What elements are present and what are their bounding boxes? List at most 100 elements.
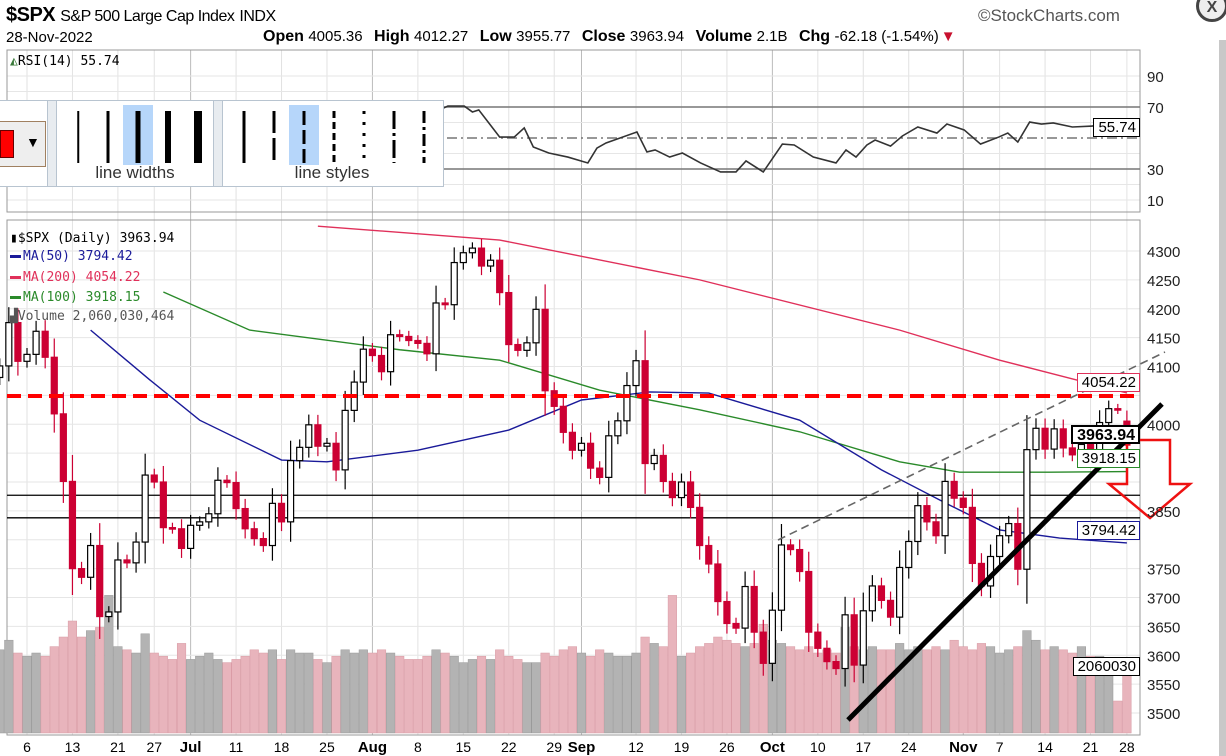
volume-bar bbox=[176, 643, 187, 734]
volume-bar bbox=[1004, 649, 1014, 734]
candle-body bbox=[277, 502, 286, 523]
line-style-solid[interactable] bbox=[229, 105, 259, 165]
line-width-3[interactable] bbox=[123, 105, 153, 165]
line-style-short-dash[interactable] bbox=[319, 105, 349, 165]
line-width-5[interactable] bbox=[183, 105, 213, 165]
volume-bar bbox=[740, 646, 750, 734]
volume-bar bbox=[922, 649, 932, 734]
volume-bar bbox=[195, 655, 205, 734]
x-tick-label: 12 bbox=[628, 739, 644, 755]
x-tick-label: Sep bbox=[568, 739, 596, 756]
volume-bar bbox=[795, 649, 805, 734]
volume-bar bbox=[649, 643, 659, 734]
volume-bar bbox=[722, 639, 732, 734]
price-tick-label: 3750 bbox=[1147, 562, 1180, 579]
candle-body bbox=[850, 614, 858, 666]
volume-bar bbox=[904, 649, 914, 734]
volume-bar bbox=[976, 643, 987, 734]
volume-bar bbox=[422, 655, 432, 734]
volume-bar bbox=[349, 652, 359, 734]
legend-price: ▮$SPX (Daily) 3963.94 bbox=[10, 231, 175, 246]
candle-body bbox=[741, 585, 749, 629]
candle-body bbox=[950, 480, 958, 499]
price-tick-label: 4150 bbox=[1147, 331, 1180, 348]
candle-body bbox=[941, 480, 949, 537]
line-style-dash-dot[interactable] bbox=[379, 105, 409, 165]
candle-body bbox=[450, 261, 458, 306]
volume-bar bbox=[267, 649, 277, 734]
volume-bar bbox=[58, 636, 68, 734]
candle-body bbox=[377, 354, 386, 373]
candle-icon: ▮ bbox=[10, 231, 18, 246]
candle-body bbox=[0, 365, 4, 379]
candle-body bbox=[1032, 427, 1040, 451]
x-tick-label: 21 bbox=[110, 739, 126, 755]
line-styles-label: line styles bbox=[294, 163, 370, 182]
candle-body bbox=[68, 480, 77, 570]
volume-bar bbox=[804, 646, 814, 734]
candle-body bbox=[786, 544, 795, 551]
x-tick-label: 8 bbox=[414, 739, 422, 755]
scrollbar[interactable] bbox=[1219, 40, 1226, 756]
candle-body bbox=[696, 506, 704, 547]
candle-body bbox=[187, 524, 195, 550]
volume-bar bbox=[704, 643, 714, 734]
volume-bar bbox=[504, 655, 514, 734]
candle-body bbox=[396, 334, 404, 338]
color-swatch bbox=[0, 130, 14, 158]
x-tick-label: 17 bbox=[855, 739, 871, 755]
volume-bar bbox=[495, 649, 505, 734]
volume-bar bbox=[476, 655, 487, 734]
volume-bar bbox=[786, 646, 796, 734]
down-arrow-annotation[interactable] bbox=[1105, 438, 1194, 520]
candle-body bbox=[1068, 447, 1076, 456]
candle-body bbox=[287, 460, 295, 523]
candle-body bbox=[232, 481, 240, 510]
price-panel-border bbox=[6, 219, 1141, 736]
volume-bar bbox=[549, 655, 559, 734]
line-style-long-dash-dot[interactable] bbox=[409, 105, 439, 165]
candle-body bbox=[1050, 428, 1058, 450]
candle-body bbox=[468, 247, 477, 254]
line-width-2[interactable] bbox=[93, 105, 123, 165]
x-tick-label: 25 bbox=[319, 739, 335, 755]
candle-body bbox=[796, 548, 804, 573]
x-tick-label: 27 bbox=[146, 739, 162, 755]
line-style-long-dash[interactable] bbox=[259, 105, 289, 165]
candle-body bbox=[196, 521, 204, 526]
volume-bar bbox=[113, 646, 123, 734]
candle-body bbox=[59, 413, 67, 483]
line-width-4[interactable] bbox=[153, 105, 183, 165]
price-tick-label: 4300 bbox=[1147, 244, 1180, 261]
volume-bar bbox=[967, 649, 977, 734]
candle-body bbox=[868, 585, 876, 612]
volume-bar bbox=[240, 655, 250, 734]
line-style-dash[interactable] bbox=[289, 105, 319, 165]
x-tick-label: 15 bbox=[456, 739, 472, 755]
candle-body bbox=[5, 322, 13, 367]
line-width-1[interactable] bbox=[63, 105, 93, 165]
volume-bar bbox=[940, 649, 950, 734]
symbol-title: $SPX S&P 500 Large Cap Index INDX bbox=[6, 4, 276, 26]
candle-body bbox=[805, 570, 813, 633]
line-style-dot[interactable] bbox=[349, 105, 379, 165]
volume-bar bbox=[186, 659, 196, 734]
candle-body bbox=[550, 390, 558, 407]
volume-bar bbox=[0, 649, 5, 734]
candle-body bbox=[896, 566, 904, 618]
candle-body bbox=[1023, 449, 1031, 570]
candle-body bbox=[477, 247, 486, 267]
candle-body bbox=[532, 308, 540, 344]
volume-bar bbox=[604, 652, 614, 734]
rsi-icon: ◭ bbox=[10, 54, 18, 69]
volume-bar bbox=[76, 636, 87, 734]
volume-bar bbox=[231, 659, 241, 734]
candle-body bbox=[268, 502, 277, 547]
volume-bar bbox=[1113, 700, 1123, 734]
volume-bar bbox=[358, 649, 368, 734]
volume-bars bbox=[0, 595, 1132, 734]
color-picker[interactable]: ▼ bbox=[0, 121, 46, 167]
ma200-line bbox=[317, 225, 1128, 394]
volume-bar bbox=[204, 652, 214, 734]
